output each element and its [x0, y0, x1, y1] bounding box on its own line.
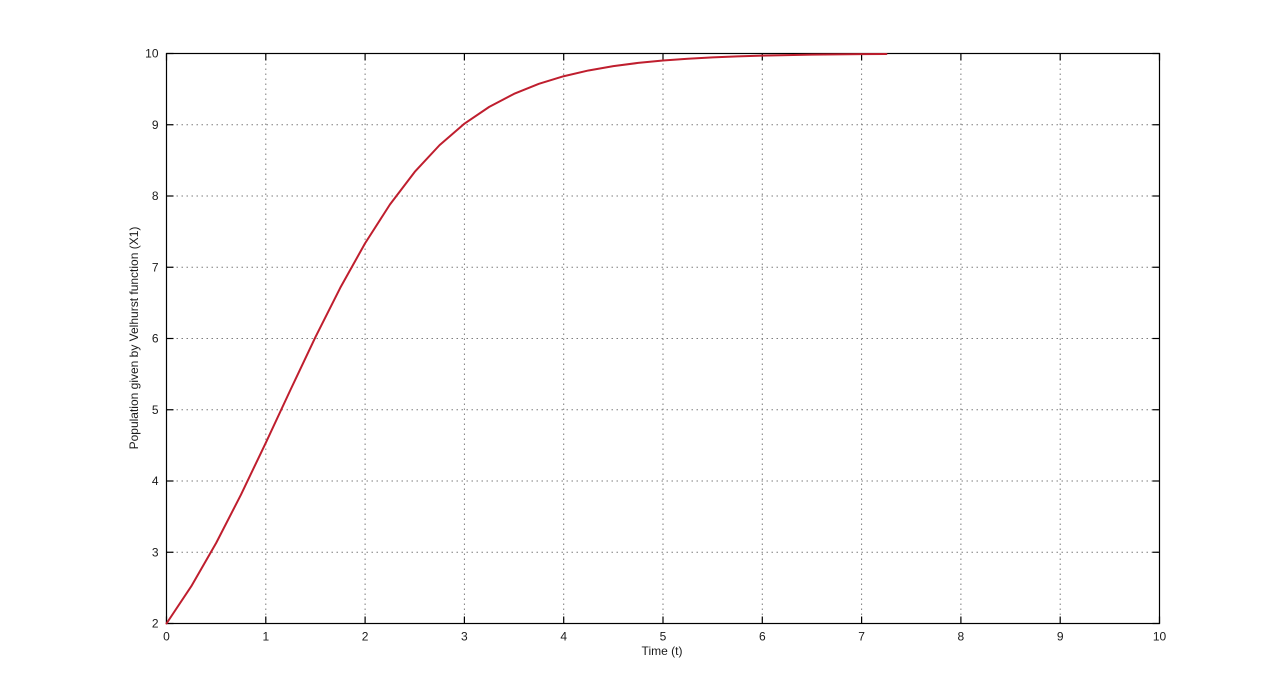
x-tick-label: 8 [958, 630, 965, 644]
y-axis-label: Population given by Velhurst function (X… [127, 226, 141, 450]
y-tick-label: 3 [152, 545, 159, 559]
y-tick-label: 5 [152, 403, 159, 417]
x-tick-label: 0 [163, 630, 170, 644]
y-tick-label: 2 [152, 617, 159, 631]
x-axis-label: Time (t) [641, 644, 683, 658]
y-tick-label: 4 [152, 474, 159, 488]
y-tick-label: 7 [152, 260, 159, 274]
x-tick-label: 9 [1057, 630, 1064, 644]
x-tick-label: 5 [660, 630, 667, 644]
y-tick-label: 8 [152, 189, 159, 203]
axes-box [165, 52, 1161, 625]
x-tick-label: 3 [461, 630, 468, 644]
x-tick-label: 1 [262, 630, 269, 644]
y-tick-label: 9 [152, 118, 159, 132]
y-tick-label: 10 [145, 47, 159, 61]
x-tick-label: 6 [759, 630, 766, 644]
x-tick-label: 10 [1153, 630, 1167, 644]
y-tick-label: 6 [152, 332, 159, 346]
x-tick-label: 4 [560, 630, 567, 644]
x-tick-label: 7 [858, 630, 865, 644]
x-tick-label: 2 [362, 630, 369, 644]
series-line [165, 53, 888, 625]
